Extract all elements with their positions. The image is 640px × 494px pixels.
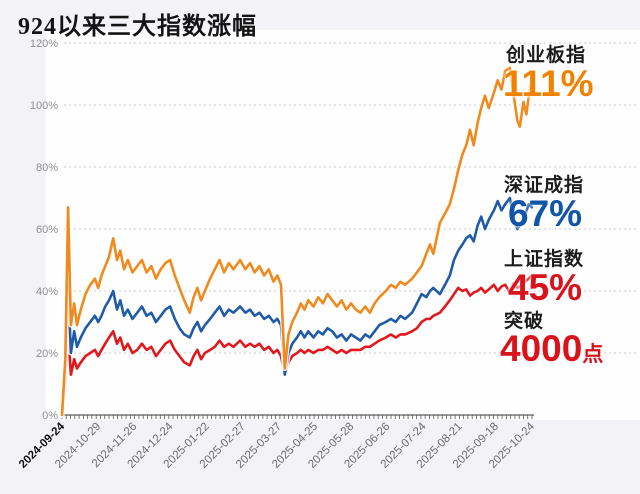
annotation-breakthrough-label: 突破 <box>504 311 545 332</box>
series-line-深证成指 <box>60 196 534 417</box>
page-title: 924以来三大指数涨幅 <box>18 14 257 40</box>
annotation-chinext-value: 111% <box>503 63 594 104</box>
y-axis-tick-label: 0% <box>42 410 58 422</box>
annotation-sse-value: 45% <box>508 267 583 308</box>
annotation-szse-value: 67% <box>508 193 583 234</box>
plot-background <box>46 30 640 420</box>
series-halo-上证指数 <box>59 273 535 418</box>
series-line-上证指数 <box>60 274 534 417</box>
y-axis-tick-label: 40% <box>36 286 58 298</box>
annotation-sse-label: 上证指数 <box>504 249 585 270</box>
annotation-breakthrough-value: 4000点 <box>500 330 603 367</box>
y-axis-tick-label: 20% <box>36 348 58 360</box>
annotation-4000: 4000 <box>500 328 583 369</box>
annotation-szse-label: 深证成指 <box>504 175 585 196</box>
series-line-创业板指 <box>60 66 534 417</box>
annotation-chinext-label: 创业板指 <box>506 45 587 66</box>
annotation-4000-unit: 点 <box>582 343 604 366</box>
y-axis-tick-label: 80% <box>36 162 58 174</box>
y-axis-tick-label: 60% <box>36 224 58 236</box>
y-axis-tick-label: 120% <box>30 38 58 50</box>
y-axis-tick-label: 100% <box>30 100 58 112</box>
